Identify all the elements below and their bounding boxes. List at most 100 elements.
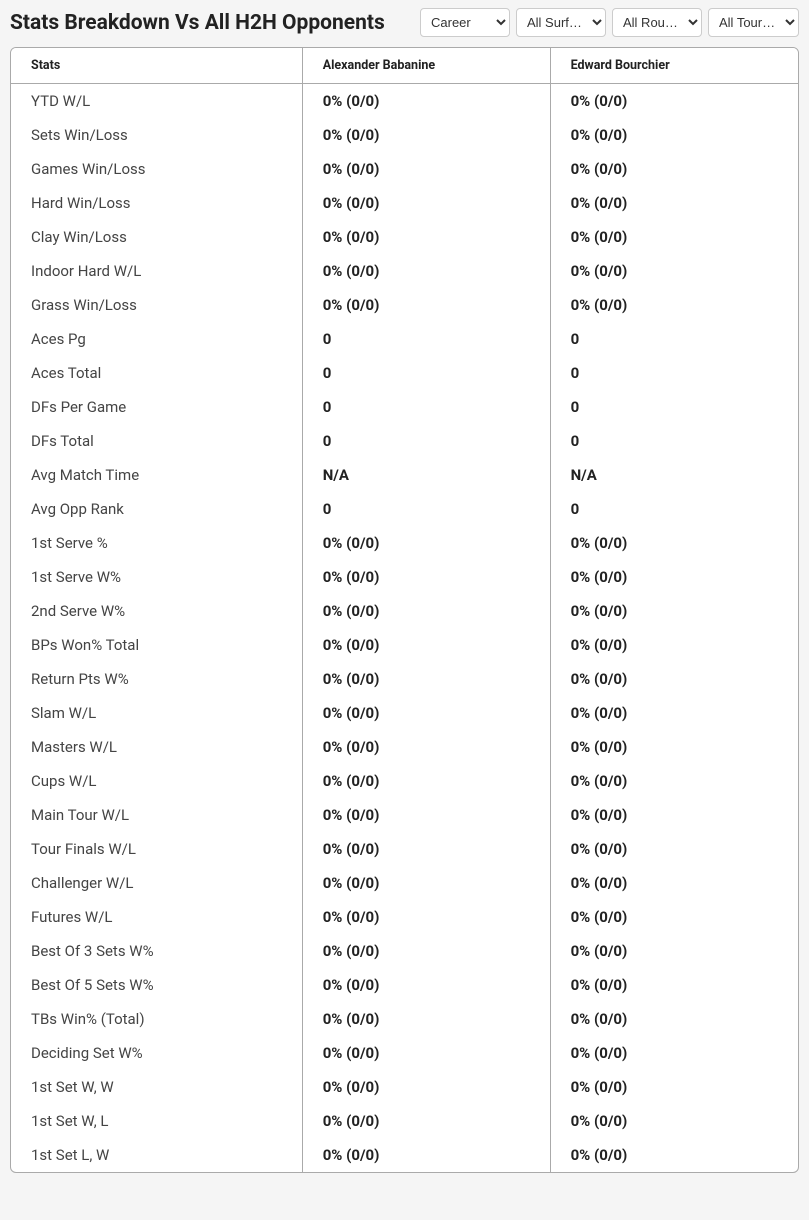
table-row: Deciding Set W%0% (0/0)0% (0/0) [11,1036,798,1070]
round-select[interactable]: All Rou… [612,8,702,37]
stat-value-cell: 0% (0/0) [302,152,550,186]
stat-label-cell: Cups W/L [11,764,302,798]
surface-select[interactable]: All Surf… [516,8,606,37]
stat-value-cell: 0% (0/0) [550,254,798,288]
stat-label-cell: Best Of 5 Sets W% [11,968,302,1002]
table-row: Main Tour W/L0% (0/0)0% (0/0) [11,798,798,832]
stat-value-cell: 0% (0/0) [302,968,550,1002]
column-header-stats: Stats [11,48,302,84]
stat-label-cell: TBs Win% (Total) [11,1002,302,1036]
stat-value-cell: 0% (0/0) [550,186,798,220]
stat-label-cell: DFs Per Game [11,390,302,424]
table-row: BPs Won% Total0% (0/0)0% (0/0) [11,628,798,662]
table-row: Challenger W/L0% (0/0)0% (0/0) [11,866,798,900]
stat-value-cell: 0% (0/0) [302,254,550,288]
stat-value-cell: 0% (0/0) [302,84,550,119]
column-header-player2: Edward Bourchier [550,48,798,84]
table-row: Grass Win/Loss0% (0/0)0% (0/0) [11,288,798,322]
stat-value-cell: 0 [550,390,798,424]
stat-value-cell: 0% (0/0) [302,560,550,594]
table-row: Indoor Hard W/L0% (0/0)0% (0/0) [11,254,798,288]
table-row: DFs Per Game00 [11,390,798,424]
stat-label-cell: Clay Win/Loss [11,220,302,254]
stat-label-cell: 2nd Serve W% [11,594,302,628]
table-row: Return Pts W%0% (0/0)0% (0/0) [11,662,798,696]
stat-value-cell: 0% (0/0) [302,288,550,322]
table-row: 1st Serve %0% (0/0)0% (0/0) [11,526,798,560]
stats-table-container: Stats Alexander Babanine Edward Bourchie… [10,47,799,1173]
stat-value-cell: 0% (0/0) [550,866,798,900]
stat-value-cell: 0% (0/0) [550,1138,798,1172]
tournament-select[interactable]: All Tour… [708,8,799,37]
table-row: Masters W/L0% (0/0)0% (0/0) [11,730,798,764]
stat-label-cell: Aces Pg [11,322,302,356]
stat-value-cell: 0% (0/0) [550,968,798,1002]
stat-label-cell: Challenger W/L [11,866,302,900]
stat-value-cell: 0 [302,492,550,526]
stat-value-cell: 0% (0/0) [302,696,550,730]
stat-value-cell: 0% (0/0) [302,730,550,764]
table-header: Stats Alexander Babanine Edward Bourchie… [11,48,798,84]
stat-label-cell: DFs Total [11,424,302,458]
table-row: Best Of 3 Sets W%0% (0/0)0% (0/0) [11,934,798,968]
table-row: Sets Win/Loss0% (0/0)0% (0/0) [11,118,798,152]
stat-value-cell: 0% (0/0) [550,1002,798,1036]
stat-label-cell: Tour Finals W/L [11,832,302,866]
stat-value-cell: 0% (0/0) [550,730,798,764]
table-row: Futures W/L0% (0/0)0% (0/0) [11,900,798,934]
stat-value-cell: 0% (0/0) [550,220,798,254]
stat-label-cell: Hard Win/Loss [11,186,302,220]
stat-value-cell: 0% (0/0) [302,628,550,662]
stat-value-cell: 0% (0/0) [550,900,798,934]
stat-label-cell: YTD W/L [11,84,302,119]
stat-label-cell: 1st Set L, W [11,1138,302,1172]
stat-value-cell: 0 [302,424,550,458]
stat-value-cell: 0 [302,356,550,390]
table-row: DFs Total00 [11,424,798,458]
stat-value-cell: 0% (0/0) [550,798,798,832]
table-body: YTD W/L0% (0/0)0% (0/0)Sets Win/Loss0% (… [11,84,798,1173]
stat-value-cell: 0% (0/0) [302,798,550,832]
stat-label-cell: Aces Total [11,356,302,390]
table-row: Cups W/L0% (0/0)0% (0/0) [11,764,798,798]
stat-value-cell: 0% (0/0) [302,526,550,560]
table-row: 1st Set L, W0% (0/0)0% (0/0) [11,1138,798,1172]
table-row: Games Win/Loss0% (0/0)0% (0/0) [11,152,798,186]
stat-label-cell: Main Tour W/L [11,798,302,832]
stat-label-cell: Grass Win/Loss [11,288,302,322]
stat-label-cell: Deciding Set W% [11,1036,302,1070]
table-row: Aces Total00 [11,356,798,390]
stat-label-cell: Avg Opp Rank [11,492,302,526]
stat-value-cell: 0% (0/0) [550,84,798,119]
table-row: Tour Finals W/L0% (0/0)0% (0/0) [11,832,798,866]
stat-value-cell: 0% (0/0) [550,628,798,662]
stat-value-cell: 0% (0/0) [302,832,550,866]
table-header-row: Stats Alexander Babanine Edward Bourchie… [11,48,798,84]
stat-label-cell: 1st Set W, L [11,1104,302,1138]
stat-label-cell: Sets Win/Loss [11,118,302,152]
stat-label-cell: Futures W/L [11,900,302,934]
stat-value-cell: 0% (0/0) [550,152,798,186]
stat-value-cell: 0% (0/0) [302,764,550,798]
stat-value-cell: 0 [550,322,798,356]
stat-label-cell: Slam W/L [11,696,302,730]
stat-value-cell: 0% (0/0) [550,832,798,866]
stat-value-cell: 0% (0/0) [302,186,550,220]
table-row: 1st Set W, L0% (0/0)0% (0/0) [11,1104,798,1138]
stat-value-cell: 0% (0/0) [302,594,550,628]
table-row: Avg Match TimeN/AN/A [11,458,798,492]
stat-value-cell: 0% (0/0) [302,866,550,900]
table-row: TBs Win% (Total)0% (0/0)0% (0/0) [11,1002,798,1036]
table-row: Clay Win/Loss0% (0/0)0% (0/0) [11,220,798,254]
stat-label-cell: BPs Won% Total [11,628,302,662]
table-row: 1st Serve W%0% (0/0)0% (0/0) [11,560,798,594]
stat-label-cell: Masters W/L [11,730,302,764]
stat-value-cell: 0% (0/0) [550,118,798,152]
table-row: 1st Set W, W0% (0/0)0% (0/0) [11,1070,798,1104]
stat-value-cell: 0% (0/0) [550,696,798,730]
stat-value-cell: N/A [302,458,550,492]
stat-value-cell: 0 [550,356,798,390]
stat-value-cell: 0% (0/0) [550,1104,798,1138]
column-header-player1: Alexander Babanine [302,48,550,84]
timeframe-select[interactable]: Career [420,8,510,37]
